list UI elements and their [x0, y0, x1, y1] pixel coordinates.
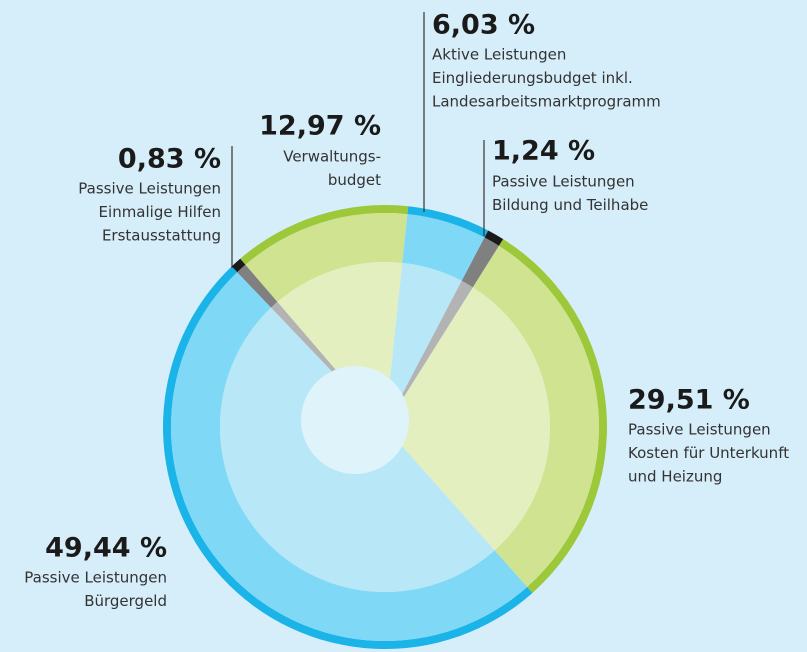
- value-label: 29,51 %: [628, 385, 750, 416]
- slice-outer: [231, 258, 246, 273]
- category-label: Landesarbeitsmarktprogramm: [432, 93, 661, 111]
- slice-outer: [498, 239, 607, 593]
- slice-band: [402, 214, 485, 281]
- slice-outer: [240, 205, 409, 265]
- category-label: Erstausstattung: [102, 227, 221, 245]
- value-label: 49,44 %: [45, 533, 167, 564]
- category-label: und Heizung: [628, 468, 722, 486]
- slice-inner: [385, 280, 473, 427]
- category-label: Verwaltungs-: [283, 148, 381, 166]
- category-label: Aktive Leistungen: [432, 46, 566, 64]
- category-label: budget: [328, 171, 381, 189]
- slice-band: [170, 272, 528, 642]
- slice-band: [237, 264, 278, 308]
- slice-outer: [484, 230, 504, 246]
- category-label: Passive Leistungen: [628, 421, 771, 439]
- slice-band: [472, 245, 600, 587]
- category-label: Kosten für Unterkunft: [628, 444, 789, 462]
- category-label: Eingliederungsbudget inkl.: [432, 69, 633, 87]
- category-label: Passive Leistungen: [78, 180, 221, 198]
- category-label: Einmalige Hilfen: [99, 203, 221, 221]
- donut-hole: [301, 366, 409, 474]
- category-label: Passive Leistungen: [24, 569, 167, 587]
- category-label: Bildung und Teilhabe: [492, 196, 648, 214]
- value-label: 6,03 %: [432, 10, 535, 41]
- slice-outer: [163, 266, 533, 649]
- category-label: Bürgergeld: [84, 592, 167, 610]
- slice-band: [461, 237, 499, 288]
- slice-inner: [385, 262, 462, 427]
- value-label: 1,24 %: [492, 136, 595, 167]
- value-label: 0,83 %: [118, 144, 221, 175]
- slice-outer: [407, 206, 489, 238]
- category-label: Passive Leistungen: [492, 173, 635, 191]
- slice-band: [245, 213, 408, 302]
- value-label: 12,97 %: [259, 111, 381, 142]
- slice-inner: [385, 287, 550, 551]
